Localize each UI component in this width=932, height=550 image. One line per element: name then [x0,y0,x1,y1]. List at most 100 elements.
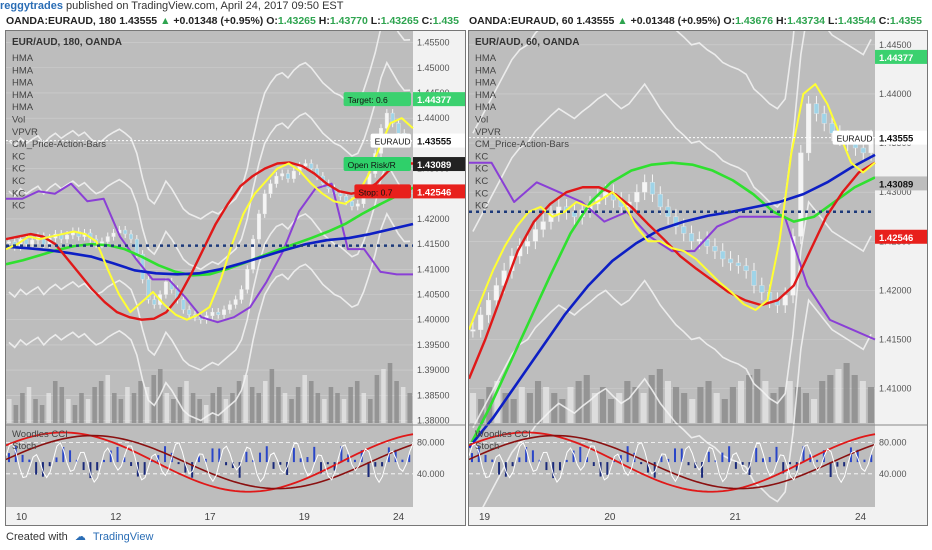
indicator-legend-label: KC [12,176,25,187]
keltner-channel-line [8,161,411,372]
cci-histogram-bar [680,448,683,463]
cci-histogram-bar [258,452,261,463]
volume-bar [705,381,712,423]
indicator-legend-label: KC [475,176,488,187]
cci-histogram-bar [856,449,859,463]
candle [485,300,492,316]
tradingview-link[interactable]: TradingView [92,531,154,543]
candle [76,231,81,237]
candle [111,232,116,237]
keltner-channel-line [8,60,411,271]
cci-histogram-bar [653,462,656,478]
volume-bar [144,387,150,423]
oscillator-level-label: 40.000 [879,469,907,479]
candle [344,196,349,202]
cci-histogram-bar [748,462,751,475]
cci-histogram-bar [306,457,309,463]
volume-bar [534,381,542,423]
candle [129,233,133,240]
price-label: 1.44377 [879,53,913,64]
keltner-channel-line [472,31,872,232]
cci-histogram-bar [218,448,221,463]
volume-bar [737,381,745,423]
volume-bar [348,387,353,423]
price-axis-background [875,31,927,525]
volume-bar [46,393,51,423]
cci-histogram-bar [184,462,187,473]
volume-bar [7,399,12,423]
indicator-legend-label: KC [475,188,488,199]
volume-bar [118,399,124,423]
volume-bar [197,399,202,423]
candle [222,309,226,315]
indicator-legend-label: HMA [12,102,34,113]
order-label-box [343,92,411,107]
cci-histogram-bar [14,446,17,463]
cci-histogram-bar [518,457,521,463]
cci-histogram-bar [177,462,180,465]
x-tick-label: 20 [604,512,616,523]
cci-line [6,441,414,484]
volume-bar [236,381,242,423]
chart-panel-right[interactable]: 1.445001.440001.435001.430001.425001.420… [468,30,928,526]
cci-histogram-bar [545,462,548,471]
candle [350,201,354,207]
chart-svg[interactable]: 1.455001.450001.445001.440001.435001.430… [6,31,465,525]
volume-bar [263,381,268,423]
candle [181,299,186,310]
candle [720,250,726,260]
price-label: 1.42546 [879,233,913,244]
keltner-channel-line [8,212,411,422]
cci-histogram-bar [816,459,819,463]
y-tick-label: 1.42000 [879,285,912,295]
volume-bar [859,381,866,423]
indicator-legend-label: Vol [12,115,25,126]
indicator-legend-label: HMA [475,53,497,64]
indicator-legend-label: HMA [475,78,497,89]
cci-histogram-bar [755,447,758,463]
candle [751,270,757,286]
y-tick-label: 1.40500 [417,290,450,300]
cci-histogram-bar [265,446,268,463]
volume-bar [289,399,294,423]
volume-bar [335,393,340,423]
candle [262,193,267,215]
candle [30,239,35,245]
candle [309,163,314,169]
volume-bar [729,387,736,423]
indicator-legend-label: VPVR [12,127,38,138]
y-tick-label: 1.42000 [417,214,450,224]
volume-bar [230,393,235,423]
volume-bar [827,375,834,423]
volume-bar [184,381,189,423]
candle [681,226,687,234]
cci-histogram-bar [829,462,832,478]
chart-svg[interactable]: 1.445001.440001.435001.430001.425001.420… [469,31,927,525]
y-tick-label: 1.44000 [417,113,450,123]
cci-histogram-bar [408,454,411,463]
tradingview-logo-icon[interactable]: ☁ [74,531,86,543]
order-label: EURAUD [375,137,411,147]
cci-histogram-bar [707,451,710,463]
volume-bar [543,387,550,423]
symbol-name: OANDA:EURAUD, 60 [469,15,574,27]
price-label: 1.43555 [879,134,914,145]
author-link[interactable]: reggytrades [0,0,63,12]
indicator-legend-label: HMA [12,78,34,89]
chart-panel-left[interactable]: 1.455001.450001.445001.440001.435001.430… [5,30,466,526]
volume-bar [786,381,793,423]
up-arrow-icon: ▲ [617,15,628,27]
candle [821,113,827,124]
volume-bar [368,399,373,423]
oscillator-label: Woodles CCI [12,429,68,440]
indicator-legend-label: HMA [475,102,497,113]
candle [790,236,796,296]
volume-bar [151,375,156,423]
volume-bar [322,399,327,423]
stoch-d-line [6,434,414,490]
volume-bar [794,387,801,423]
symbol-line-right: OANDA:EURAUD, 60 1.43555 ▲ +0.01348 (+0.… [469,15,922,27]
open-value: 1.43676 [735,15,774,27]
cci-histogram-bar [491,459,494,463]
cci-histogram-bar [870,454,873,463]
